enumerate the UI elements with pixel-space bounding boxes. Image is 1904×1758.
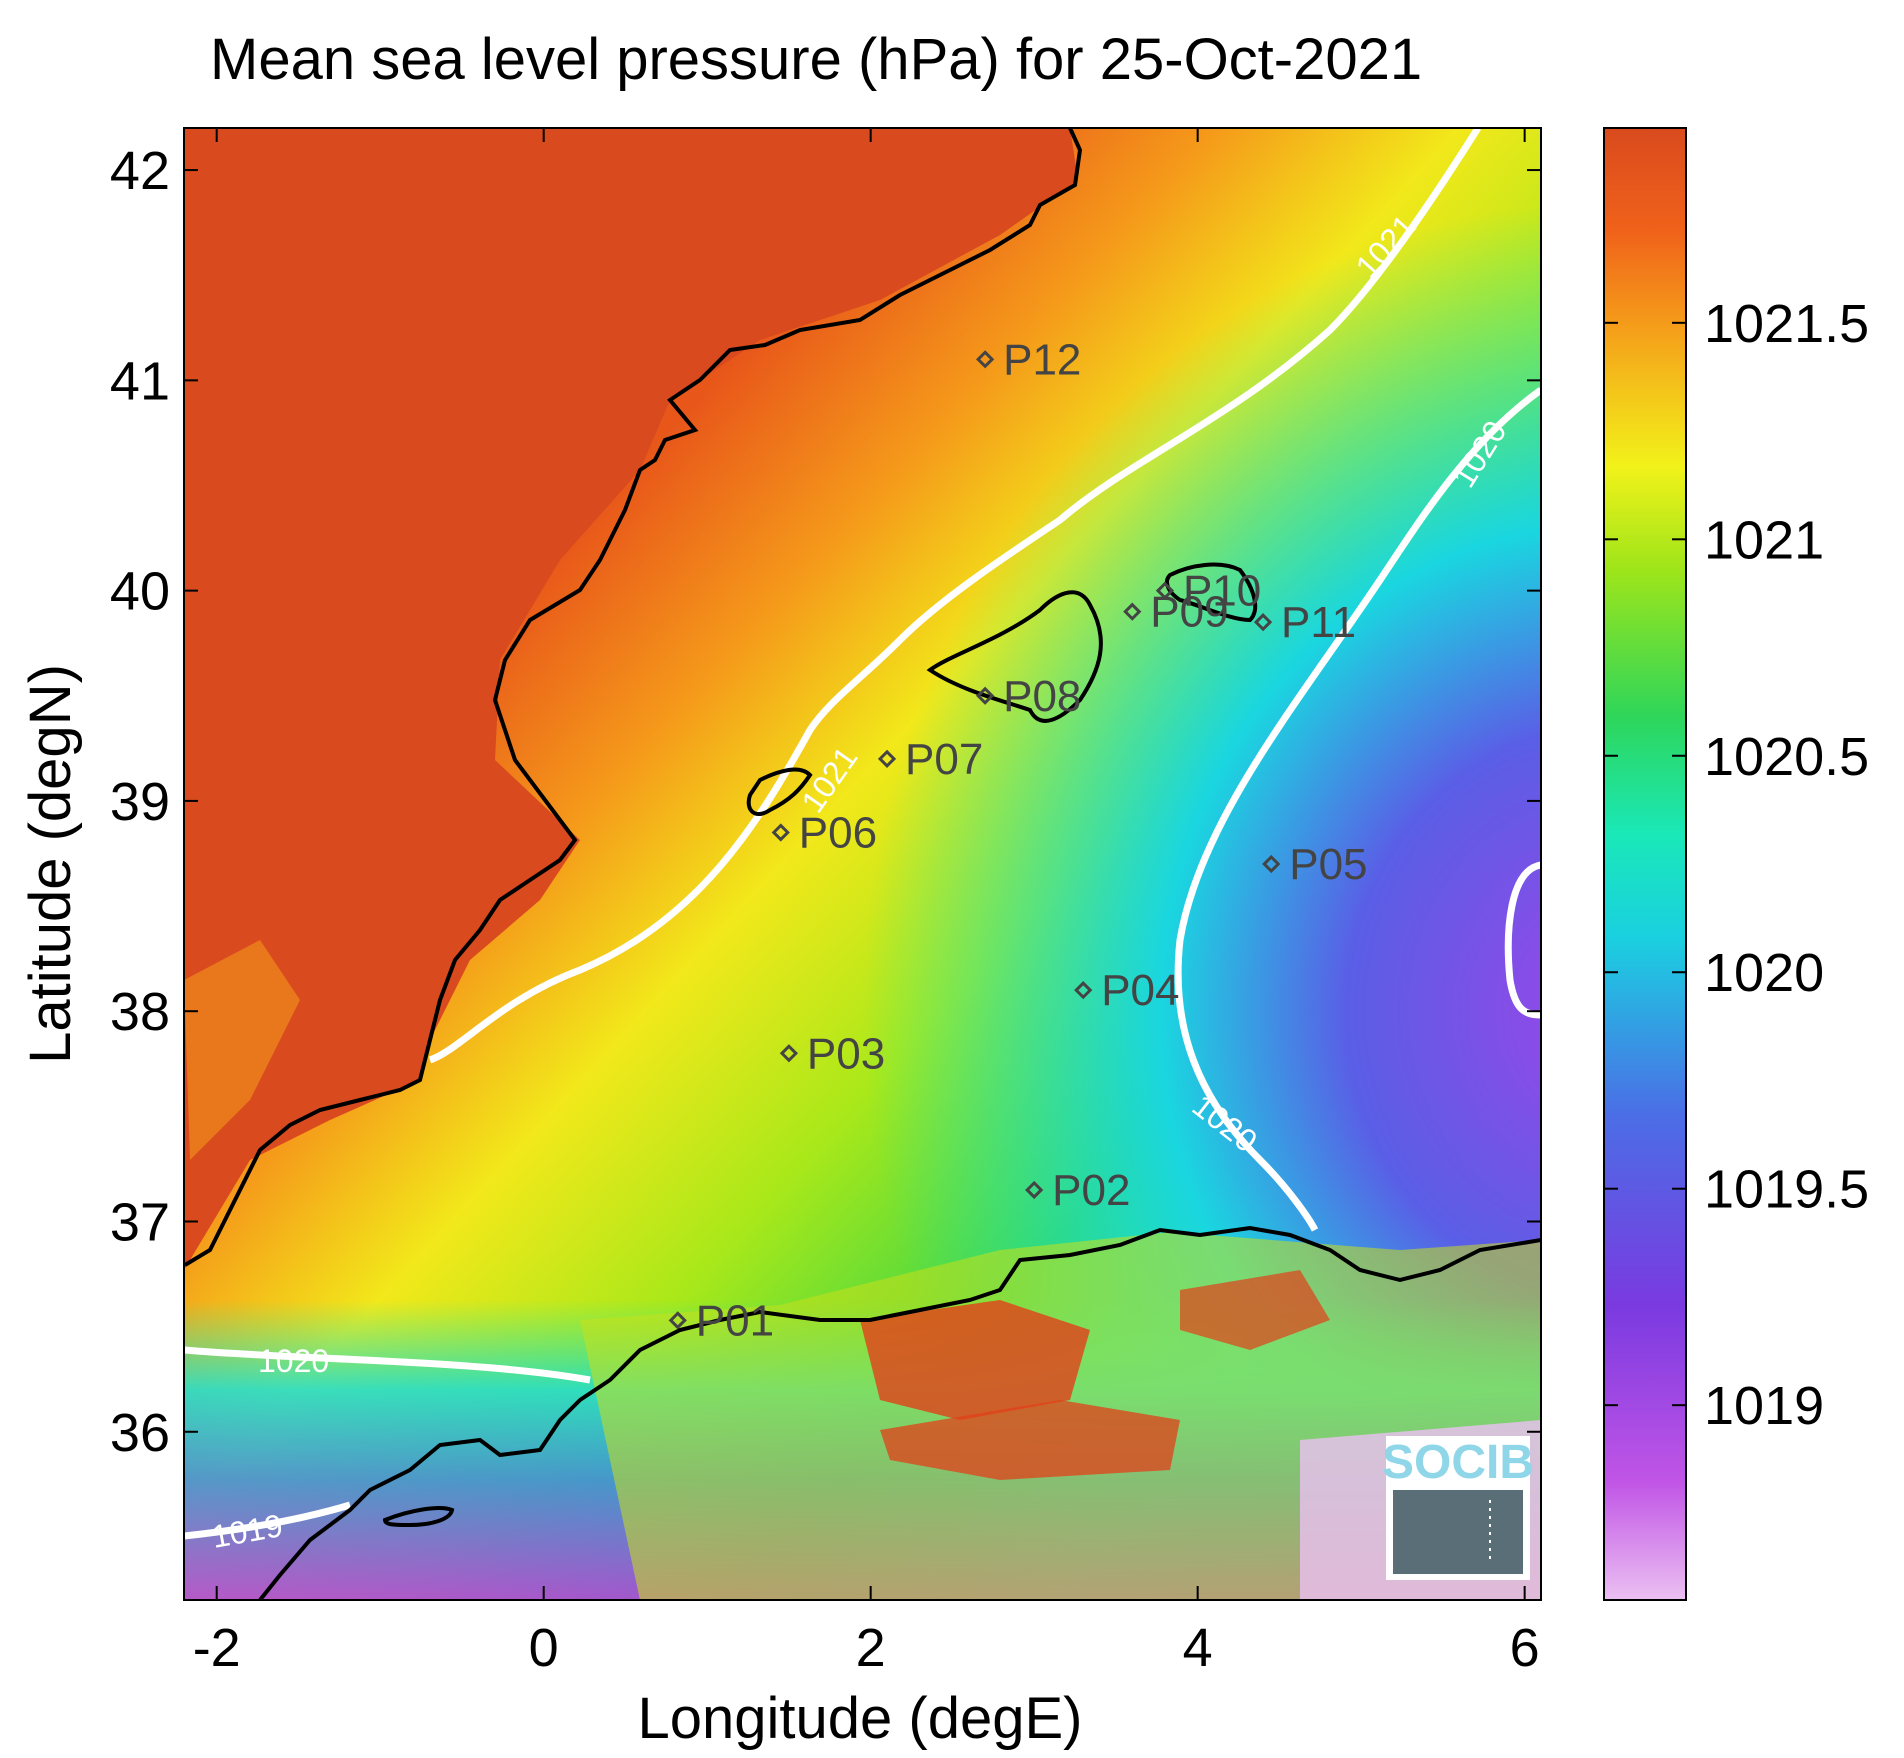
y-axis-label: Latitude (degN) (18, 664, 83, 1064)
colorbar-tick-label: 1019 (1704, 1376, 1824, 1436)
station-p03: P03 (779, 1029, 885, 1078)
station-label: P04 (1101, 966, 1179, 1015)
land-africa-high-2 (880, 1400, 1180, 1480)
colorbar-tick-label: 1021.5 (1704, 294, 1869, 354)
station-p07: P07 (877, 735, 983, 784)
contour-1020-east (1174, 387, 1541, 1232)
x-axis-ticks: -2 0 2 4 6 (193, 128, 1540, 1678)
y-tick-label: 38 (110, 982, 170, 1042)
station-label: P06 (799, 808, 877, 857)
station-marker (1253, 613, 1273, 632)
station-label: P03 (807, 1029, 885, 1078)
station-label: P08 (1003, 672, 1081, 721)
x-tick-label: -2 (193, 1618, 241, 1678)
x-tick-label: 4 (1183, 1618, 1213, 1678)
y-tick-label: 41 (110, 351, 170, 411)
land-iberia-south (184, 940, 300, 1160)
station-marker (668, 1311, 687, 1330)
station-marker (1074, 981, 1093, 1000)
station-p08: P08 (975, 672, 1081, 721)
contour-1019-west (184, 1501, 352, 1540)
coast-mallorca (926, 590, 1103, 723)
plot-frame (183, 127, 1542, 1601)
socib-logo: SOCIB (1382, 1436, 1534, 1580)
colorbar-tick-label: 1020.5 (1704, 727, 1869, 787)
station-label: P05 (1289, 840, 1367, 889)
station-p02: P02 (1025, 1166, 1130, 1215)
contour-label-1020-west: 1020 (258, 1343, 329, 1379)
station-p11: P11 (1253, 598, 1356, 647)
station-marker (975, 350, 995, 369)
station-p01: P01 (668, 1296, 774, 1345)
coast-alboran (382, 1506, 455, 1528)
colorbar-tick-label: 1019.5 (1704, 1160, 1869, 1220)
logo-text: SOCIB (1382, 1436, 1534, 1489)
y-tick-label: 37 (110, 1192, 170, 1252)
contour-lines (184, 128, 1541, 1540)
x-tick-label: 6 (1510, 1618, 1540, 1678)
station-p04: P04 (1074, 966, 1180, 1015)
y-tick-label: 40 (110, 562, 170, 622)
y-tick-label: 42 (110, 141, 170, 201)
colorbar-tick-label: 1020 (1704, 943, 1824, 1003)
logo-background (1393, 1490, 1523, 1574)
colorbar-ticks: 1019 1019.5 1020 1020.5 1021 1021.5 (1604, 294, 1869, 1436)
station-p12: P12 (975, 335, 1081, 384)
colorbar-tick-label: 1021 (1704, 510, 1824, 570)
contour-1020-west (184, 1346, 591, 1384)
coast-iberia (184, 128, 1083, 1267)
contour-1021 (428, 128, 1481, 1064)
chart-title: Mean sea level pressure (hPa) for 25-Oct… (210, 27, 1423, 92)
station-label: P11 (1281, 598, 1356, 647)
pressure-field (184, 128, 1541, 1600)
station-p06: P06 (771, 808, 877, 857)
land-africa-high-3 (1180, 1270, 1330, 1350)
station-label: P07 (905, 735, 983, 784)
station-marker (779, 1044, 799, 1063)
x-tick-label: 0 (529, 1618, 559, 1678)
station-p09: P09 (1123, 588, 1229, 637)
station-marker (975, 686, 995, 705)
station-p10: P10 (1155, 567, 1261, 616)
station-marker (1155, 581, 1175, 600)
land-africa-high-1 (860, 1300, 1090, 1420)
coast-africa (258, 1225, 1541, 1600)
station-label: P12 (1003, 335, 1081, 384)
station-p05: P05 (1262, 840, 1368, 889)
y-tick-label: 36 (110, 1403, 170, 1463)
station-label: P02 (1052, 1166, 1130, 1215)
contour-1019-east (1504, 861, 1541, 1019)
colorbar: 1019 1019.5 1020 1020.5 1021 1021.5 (1603, 127, 1869, 1601)
station-marker (1123, 602, 1142, 621)
x-axis-label: Longitude (degE) (638, 1686, 1083, 1751)
station-label: P01 (696, 1296, 774, 1345)
station-marker (1262, 854, 1281, 874)
station-label: P10 (1183, 567, 1261, 616)
colorbar-bar (1603, 127, 1687, 1601)
x-tick-label: 2 (856, 1618, 886, 1678)
station-marker (771, 823, 790, 842)
land-iberia (184, 128, 1078, 1270)
y-tick-label: 39 (110, 772, 170, 832)
y-axis-ticks: 36 37 38 39 40 41 42 (110, 141, 1541, 1463)
station-marker (1025, 1180, 1044, 1200)
coast-ibiza (746, 767, 813, 816)
station-marker (877, 749, 897, 768)
